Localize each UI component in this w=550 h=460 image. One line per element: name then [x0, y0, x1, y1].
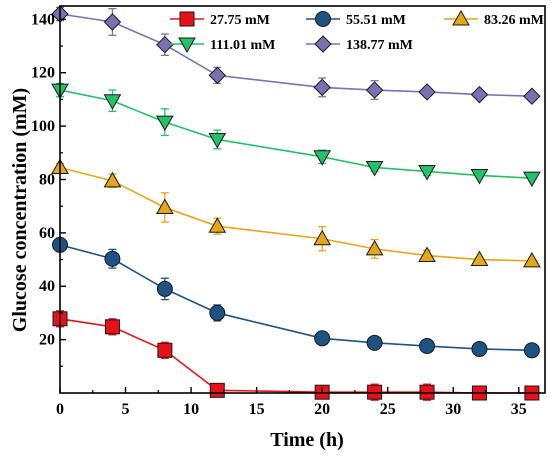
x-tick-label: 10 — [183, 401, 199, 418]
data-point — [523, 171, 541, 188]
x-axis-title: Time (h) — [270, 429, 344, 451]
x-tick-label: 15 — [249, 401, 265, 418]
legend-item: 111.01 mM — [170, 37, 275, 54]
data-point — [156, 35, 174, 54]
data-point — [156, 198, 174, 215]
data-point — [365, 81, 384, 99]
data-point — [418, 246, 436, 263]
legend-item: 83.26 mM — [444, 9, 544, 28]
plot-frame — [59, 5, 546, 394]
y-tick-label: 20 — [39, 332, 55, 349]
data-point — [209, 304, 226, 321]
series-line — [59, 89, 532, 179]
x-tick-label: 0 — [56, 401, 64, 418]
data-point — [470, 85, 489, 104]
data-point — [313, 78, 331, 97]
y-axis-title: Glucose concentration (mM) — [9, 88, 31, 332]
series-1 — [52, 236, 540, 359]
legend-marker — [314, 35, 332, 53]
legend-label: 83.26 mM — [484, 13, 544, 28]
legend-marker — [452, 9, 470, 26]
data-point — [103, 13, 122, 31]
y-tick-label: 40 — [39, 278, 55, 295]
series-4 — [51, 5, 541, 105]
x-tick-label: 30 — [445, 401, 461, 418]
data-point — [209, 382, 225, 398]
data-point — [156, 115, 174, 132]
y-tick-label: 120 — [31, 65, 55, 82]
data-point — [418, 83, 436, 101]
data-point — [367, 384, 383, 400]
data-point — [157, 342, 173, 358]
x-tick-label: 35 — [511, 401, 527, 418]
series-line — [59, 13, 532, 98]
data-point — [314, 330, 331, 347]
data-point — [366, 334, 383, 351]
data-point — [418, 164, 436, 181]
legend-marker — [315, 11, 331, 27]
data-point — [470, 250, 489, 267]
legend-item: 27.75 mM — [170, 11, 270, 28]
data-point — [104, 250, 121, 267]
legend-label: 138.77 mM — [346, 38, 413, 53]
series-line — [59, 166, 532, 262]
data-point — [208, 217, 227, 233]
data-point — [523, 87, 541, 105]
x-tick-label: 25 — [380, 401, 396, 418]
data-point — [313, 229, 332, 246]
legend-label: 27.75 mM — [210, 13, 270, 28]
axes: 0 5 10 15 20 25 30 35 20 40 60 80 100 120 140 — [31, 5, 546, 418]
series-layer — [51, 5, 541, 401]
data-point — [103, 94, 122, 110]
data-point — [470, 168, 489, 185]
data-point — [419, 384, 435, 400]
data-point — [419, 338, 436, 355]
data-point — [103, 171, 122, 188]
y-tick-label: 100 — [31, 118, 55, 135]
y-tick-label: 80 — [39, 171, 55, 188]
legend-item: 55.51 mM — [306, 11, 406, 28]
data-point — [365, 239, 384, 256]
series-3 — [51, 82, 541, 188]
data-point — [523, 342, 540, 359]
data-point — [208, 66, 227, 85]
data-point — [104, 319, 120, 335]
legend-marker — [179, 11, 195, 27]
legend-marker — [178, 37, 196, 54]
series-line — [59, 318, 532, 394]
series-0 — [52, 310, 540, 401]
legend-label: 55.51 mM — [346, 13, 406, 28]
data-point — [313, 150, 332, 166]
x-tick-label: 20 — [314, 401, 330, 418]
data-point — [156, 280, 173, 297]
y-tick-label: 60 — [39, 225, 55, 242]
x-tick-label: 5 — [122, 401, 130, 418]
data-point — [365, 160, 384, 177]
data-point — [208, 132, 227, 149]
data-point — [523, 251, 541, 268]
legend-label: 111.01 mM — [210, 38, 275, 53]
series-2 — [51, 158, 541, 268]
y-tick-label: 140 — [31, 11, 55, 28]
legend: 27.75 mM 55.51 mM 83.26 mM 111.01 mM 138.77 … — [170, 9, 544, 54]
data-point — [471, 340, 488, 357]
legend-item: 138.77 mM — [306, 35, 413, 53]
